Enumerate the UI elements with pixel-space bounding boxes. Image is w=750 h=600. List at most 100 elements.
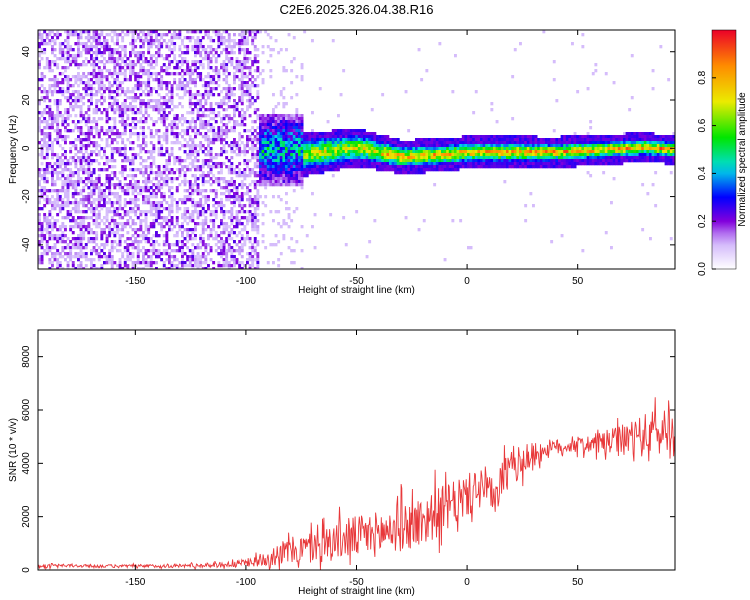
spectrogram-cell — [243, 174, 247, 178]
spectrogram-cell — [425, 138, 429, 142]
spectrogram-cell — [337, 135, 340, 139]
spectrogram-cell — [207, 114, 210, 118]
spectrogram-cell — [56, 165, 60, 169]
spectrogram-cell — [173, 171, 177, 175]
spectrogram-cell — [108, 183, 112, 187]
spectrogram-cell — [173, 114, 177, 118]
spectrogram-cell — [142, 135, 145, 139]
spectrogram-cell — [186, 165, 190, 169]
spectrogram-cell — [191, 267, 195, 269]
spectrogram-cell — [214, 207, 218, 211]
spectrogram-cell — [168, 186, 171, 190]
spectrogram-cell — [90, 162, 93, 166]
spectrogram-cell — [243, 183, 247, 187]
spectrogram-cell — [279, 162, 283, 166]
spectrogram-cell — [394, 159, 398, 163]
spectrogram-cell — [246, 189, 249, 193]
spectrogram-cell — [144, 117, 148, 121]
spectrogram-cell — [110, 138, 114, 142]
spectrogram-cell — [282, 144, 286, 148]
spectrogram-cell — [126, 264, 130, 268]
spectrogram-cell — [58, 210, 62, 214]
spectrogram-cell — [220, 204, 223, 208]
spectrogram-cell — [165, 93, 169, 97]
spectrogram-cell — [123, 213, 127, 217]
spectrogram-cell — [84, 63, 88, 67]
spectrogram-cell — [295, 135, 299, 139]
spectrogram-cell — [417, 168, 421, 172]
spectrogram-cell — [155, 183, 158, 187]
spectrogram-cell — [350, 162, 353, 166]
spectrogram-cell — [207, 57, 210, 61]
spectrogram-cell — [194, 228, 197, 232]
spectrogram-cell — [129, 210, 132, 214]
spectrogram-cell — [199, 63, 203, 67]
spectrogram-cell — [272, 120, 275, 124]
spectrogram-cell — [399, 147, 403, 151]
spectrogram-cell — [77, 255, 80, 259]
spectrogram-cell — [131, 60, 135, 64]
spectrogram-cell — [217, 129, 221, 133]
spectrogram-cell — [248, 93, 252, 97]
spectrogram-cell — [282, 141, 286, 145]
spectrogram-cell — [264, 114, 268, 118]
spectrogram-cell — [152, 120, 156, 124]
spectrogram-cell — [134, 117, 138, 121]
spectrogram-cell — [157, 72, 161, 76]
spectrogram-cell — [324, 132, 327, 136]
spectrogram-cell — [129, 216, 132, 220]
spectrogram-cell — [303, 138, 307, 142]
spectrogram-cell — [170, 132, 174, 136]
spectrogram-cell — [222, 60, 226, 64]
spectrogram-cell — [298, 153, 301, 157]
spectrogram-cell — [45, 222, 49, 226]
spectrogram-cell — [251, 147, 255, 151]
spectrogram-cell — [69, 213, 73, 217]
spectrogram-cell — [233, 255, 236, 259]
spectrogram-cell — [342, 69, 346, 73]
spectrogram-cell — [344, 135, 348, 139]
spectrogram-cell — [82, 159, 86, 163]
spectrogram-cell — [430, 162, 434, 166]
spectrogram-cell — [142, 171, 145, 175]
spectrogram-cell — [409, 153, 413, 157]
spectrogram-cell — [74, 60, 78, 64]
spectrogram-cell — [350, 129, 353, 133]
spectrogram-cell — [209, 45, 213, 49]
spectrogram-cell — [147, 237, 151, 241]
spectrogram-cell — [256, 138, 260, 142]
spectrogram-cell — [105, 132, 109, 136]
spectrogram-cell — [139, 84, 143, 88]
spectrogram-cell — [113, 99, 117, 103]
spectrogram-cell — [38, 225, 41, 229]
spectrogram-cell — [308, 147, 312, 151]
spectrogram-cell — [222, 243, 226, 247]
spectrogram-cell — [188, 69, 192, 73]
spectrogram-cell — [136, 186, 140, 190]
spectrogram-cell — [313, 156, 317, 160]
spectrogram-cell — [178, 174, 182, 178]
spectrogram-cell — [186, 30, 190, 34]
spectrogram-cell — [217, 114, 221, 118]
spectrogram-cell — [58, 228, 62, 232]
spectrogram-cell — [191, 231, 195, 235]
spectrogram-cell — [428, 168, 431, 172]
spectrogram-cell — [95, 144, 99, 148]
spectrogram-cell — [376, 141, 379, 145]
spectrogram-cell — [92, 159, 96, 163]
spectrogram-cell — [274, 132, 278, 136]
spectrogram-cell — [100, 81, 104, 85]
spectrogram-cell — [69, 33, 73, 37]
spectrogram-cell — [43, 186, 47, 190]
spectrogram-cell — [417, 141, 421, 145]
spectrogram-cell — [139, 57, 143, 61]
spectrogram-cell — [74, 255, 78, 259]
spectrogram-cell — [222, 147, 226, 151]
spectrogram-cell — [227, 267, 231, 269]
spectrogram-cell — [103, 261, 106, 265]
spectrogram-cell — [129, 186, 132, 190]
spectrogram-cell — [43, 156, 47, 160]
spectrogram-cell — [175, 216, 179, 220]
spectrogram-cell — [38, 171, 41, 175]
spectrogram-cell — [227, 42, 231, 46]
